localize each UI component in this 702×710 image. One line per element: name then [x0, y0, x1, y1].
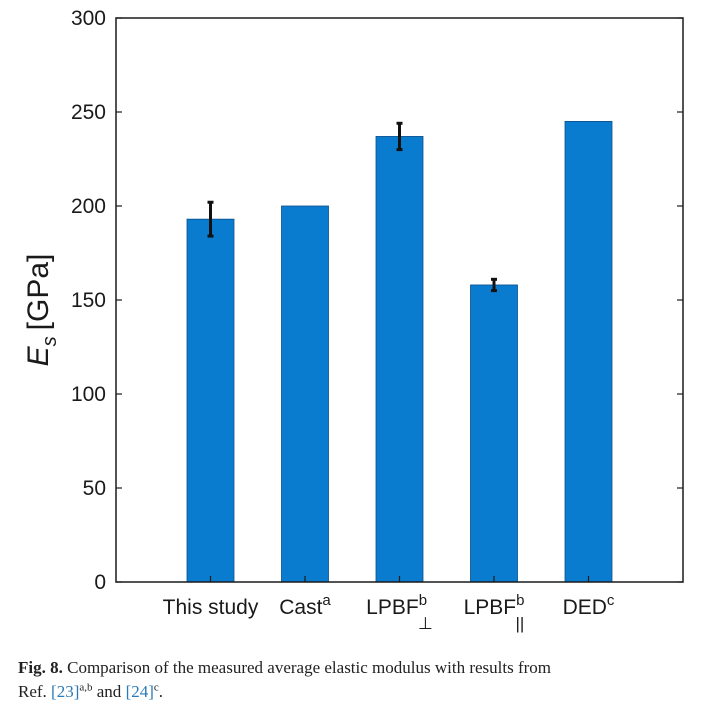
axes-frame	[115, 17, 684, 583]
y-tick-label: 150	[71, 289, 106, 312]
y-tick-label: 50	[83, 477, 106, 500]
x-axis-category-labels: This study Casta LPBFb ⊥ LPBFb || DEDc	[163, 592, 615, 633]
y-axis-ticks: 0 50 100 150 200 250 300	[71, 7, 683, 594]
y-tick-label: 200	[71, 195, 106, 218]
category-label-ded: DEDc	[563, 592, 615, 619]
y-tick-label: 0	[94, 571, 106, 594]
error-bars	[207, 121, 497, 293]
figure-caption: Fig. 8. Comparison of the measured avera…	[18, 656, 688, 704]
bar-cast	[281, 205, 329, 583]
category-label-this-study: This study	[163, 596, 259, 619]
y-tick-label: 100	[71, 383, 106, 406]
bars	[186, 121, 613, 583]
ref-link-23[interactable]: [23]	[51, 682, 80, 701]
caption-end: .	[158, 682, 164, 701]
ref-link-24[interactable]: [24]	[125, 682, 154, 701]
caption-text: Comparison of the measured average elast…	[67, 658, 552, 677]
bar-chart: 0 50 100 150 200 250 300 This study Casta LPBFb ⊥…	[22, 7, 684, 633]
bar-lpbf-perpendicular	[375, 136, 424, 583]
category-label-lpbf-parallel: LPBFb ||	[464, 592, 525, 633]
y-tick-label: 300	[71, 7, 106, 30]
category-label-lpbf-perpendicular: LPBFb ⊥	[366, 592, 433, 633]
caption-ref-prefix: Ref.	[18, 682, 52, 701]
y-tick-label: 250	[71, 101, 106, 124]
bar-this-study	[186, 218, 235, 583]
ref-23-superscript: a,b	[79, 681, 93, 694]
figure-number: Fig. 8.	[18, 658, 63, 677]
caption-and: and	[92, 682, 126, 701]
category-label-cast: Casta	[279, 592, 331, 619]
ref-24-superscript: c	[153, 681, 159, 694]
bar-lpbf-parallel	[470, 284, 518, 583]
bar-ded	[564, 121, 613, 583]
y-axis-label: Es[GPa]	[22, 254, 61, 367]
